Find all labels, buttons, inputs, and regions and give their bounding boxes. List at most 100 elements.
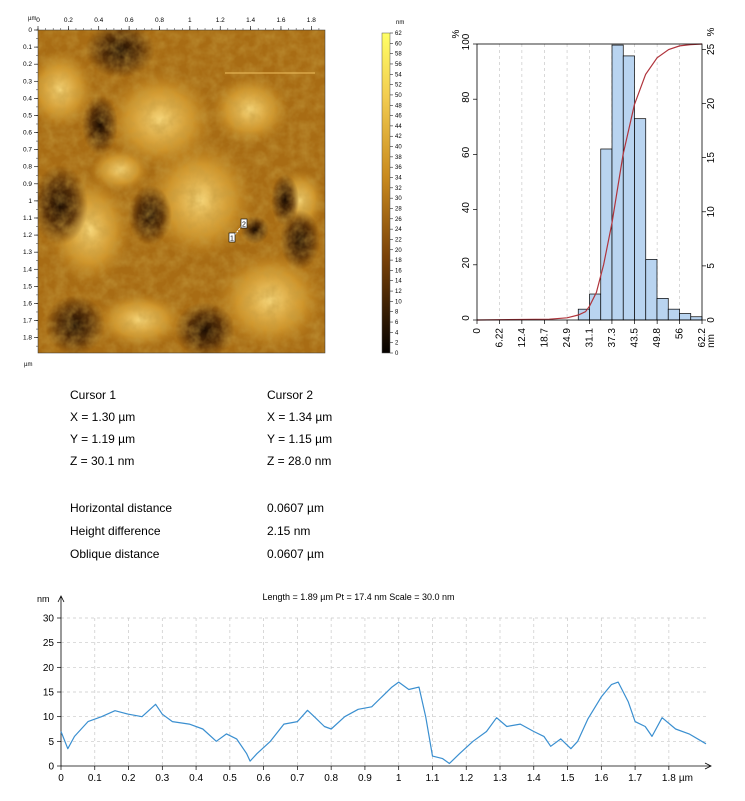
hist-left-tick-label: 20 (461, 257, 472, 269)
cumulative-curve (476, 43, 703, 321)
hist-bar (667, 308, 680, 321)
hist-bar (600, 148, 613, 321)
hist-bar (656, 298, 669, 321)
colorbar-tick-label: 42 (395, 134, 402, 140)
afm-y-tick-label: 1.3 (23, 249, 32, 256)
colorbar-tick-label: 50 (395, 93, 402, 99)
profile-y-tick-label: 20 (43, 663, 55, 674)
afm-x-tick-label: 1.2 (216, 17, 225, 24)
profile-x-tick-label: 1.8 (662, 773, 676, 784)
afm-y-tick-label: 1.5 (23, 283, 32, 290)
cursor-1-z: Z = 30.1 nm (70, 454, 135, 468)
afm-y-tick-label: 0.1 (23, 44, 32, 51)
profile-y-tick-label: 30 (43, 614, 55, 625)
hist-x-tick-label: 24.9 (562, 328, 573, 348)
profile-x-tick-label: 1.4 (527, 773, 541, 784)
hist-left-tick-label: 0 (461, 315, 472, 321)
cursor-1-marker[interactable]: 1 (228, 232, 236, 243)
hist-x-tick-label: 12.4 (517, 328, 528, 348)
colorbar-tick-label: 44 (395, 124, 402, 130)
cursor-2-title: Cursor 2 (267, 388, 314, 402)
colorbar-tick-label: 30 (395, 196, 402, 202)
hist-x-tick-label: 62.2 (697, 328, 708, 348)
hist-x-tick-label: 56 (675, 328, 686, 340)
afm-y-tick-label: 1.4 (23, 266, 32, 273)
profile-x-tick-label: 0.5 (223, 773, 237, 784)
hist-right-tick-label: 25 (706, 43, 717, 55)
measurement-value: 0.0607 µm (267, 501, 324, 515)
profile-y-axis-label: nm (37, 594, 50, 604)
cursor-1-y: Y = 1.19 µm (70, 432, 136, 446)
profile-x-tick-label: 0.3 (155, 773, 169, 784)
hist-right-tick-label: 5 (706, 263, 717, 269)
colorbar-tick-label: 56 (395, 62, 402, 68)
cursor-1-info: Cursor 1 X = 1.30 µm Y = 1.19 µm Z = 30.… (70, 388, 250, 476)
measurement-value: 2.15 nm (267, 524, 311, 538)
afm-x-tick-label: 0.4 (94, 17, 103, 24)
colorbar-unit: nm (396, 20, 404, 26)
profile-x-arrow (704, 762, 712, 770)
hist-left-tick-label: 100 (461, 33, 472, 50)
profile-x-tick-label: 1.2 (459, 773, 473, 784)
colorbar-tick-label: 22 (395, 237, 402, 243)
hist-x-tick-label: 6.22 (495, 328, 506, 348)
profile-y-tick-label: 25 (43, 638, 55, 649)
profile-panel: Length = 1.89 µm Pt = 17.4 nm Scale = 30… (0, 585, 745, 796)
colorbar-tick-label: 8 (395, 310, 399, 316)
hist-bar (690, 316, 703, 321)
hist-bar (645, 259, 658, 321)
cursor-1-title: Cursor 1 (70, 388, 117, 402)
afm-y-tick-label: 0.9 (23, 181, 32, 188)
afm-x-tick-label: 0.8 (155, 17, 164, 24)
cursor-2-z: Z = 28.0 nm (267, 454, 332, 468)
colorbar-tick-label: 40 (395, 145, 402, 151)
svg-text:1: 1 (230, 236, 234, 243)
colorbar-tick-label: 20 (395, 248, 402, 254)
colorbar-tick-label: 58 (395, 52, 402, 58)
colorbar-tick-label: 0 (395, 351, 399, 357)
profile-title: Length = 1.89 µm Pt = 17.4 nm Scale = 30… (262, 592, 454, 602)
measurement-row: Height difference 2.15 nm (70, 524, 400, 547)
profile-chart: Length = 1.89 µm Pt = 17.4 nm Scale = 30… (37, 592, 712, 784)
colorbar-tick-label: 52 (395, 83, 402, 89)
colorbar-tick-label: 46 (395, 114, 402, 120)
measurement-value: 0.0607 µm (267, 547, 324, 561)
hist-bar (679, 313, 692, 321)
measurement-label: Height difference (70, 524, 161, 538)
histogram-panel: 0 20 40 60 80 100% 0 5 10 15 20 25% 0 6.22 12.4 18.7 24.… (430, 0, 745, 372)
colorbar-tick-label: 6 (395, 320, 399, 326)
cursor-2-marker[interactable]: 2 (240, 218, 248, 229)
profile-x-tick-label: 1.6 (594, 773, 608, 784)
profile-x-tick-label: 0.9 (358, 773, 372, 784)
hist-left-tick-label: 40 (461, 202, 472, 214)
colorbar: nm 6260585654525048464442403836343230282… (381, 20, 404, 357)
afm-x-tick-label: 1.8 (307, 17, 316, 24)
measurement-label: Oblique distance (70, 547, 160, 561)
afm-x-tick-label: 0.6 (125, 17, 134, 24)
afm-y-tick-label: 0 (28, 27, 32, 34)
afm-y-unit: µm (24, 362, 32, 368)
colorbar-tick-label: 38 (395, 155, 402, 161)
afm-y-tick-label: 1.1 (23, 215, 32, 222)
measurement-label: Horizontal distance (70, 501, 173, 515)
hist-right-tick-label: 10 (706, 206, 717, 218)
hist-x-tick-label: 49.8 (652, 328, 663, 348)
profile-x-tick-label: 1.7 (628, 773, 642, 784)
colorbar-tick-label: 2 (395, 341, 399, 347)
hist-bar (634, 118, 647, 321)
hist-right-tick-label: 15 (706, 152, 717, 164)
profile-y-tick-label: 15 (43, 688, 55, 699)
afm-x-tick-label: 0.2 (64, 17, 73, 24)
hist-left-axis-label: % (451, 29, 462, 38)
colorbar-tick-label: 54 (395, 72, 402, 78)
profile-x-tick-label: 0.2 (122, 773, 136, 784)
cursor-2-info: Cursor 2 X = 1.34 µm Y = 1.15 µm Z = 28.… (267, 388, 447, 476)
hist-x-tick-label: 31.1 (585, 328, 596, 348)
profile-x-tick-label: 1.5 (561, 773, 575, 784)
afm-y-tick-label: 0.2 (23, 61, 32, 68)
measurement-row: Oblique distance 0.0607 µm (70, 547, 400, 570)
cursor-2-x: X = 1.34 µm (267, 410, 333, 424)
colorbar-tick-label: 12 (395, 289, 402, 295)
hist-x-axis-label: nm (706, 334, 717, 348)
profile-x-tick-label: 0 (58, 773, 64, 784)
